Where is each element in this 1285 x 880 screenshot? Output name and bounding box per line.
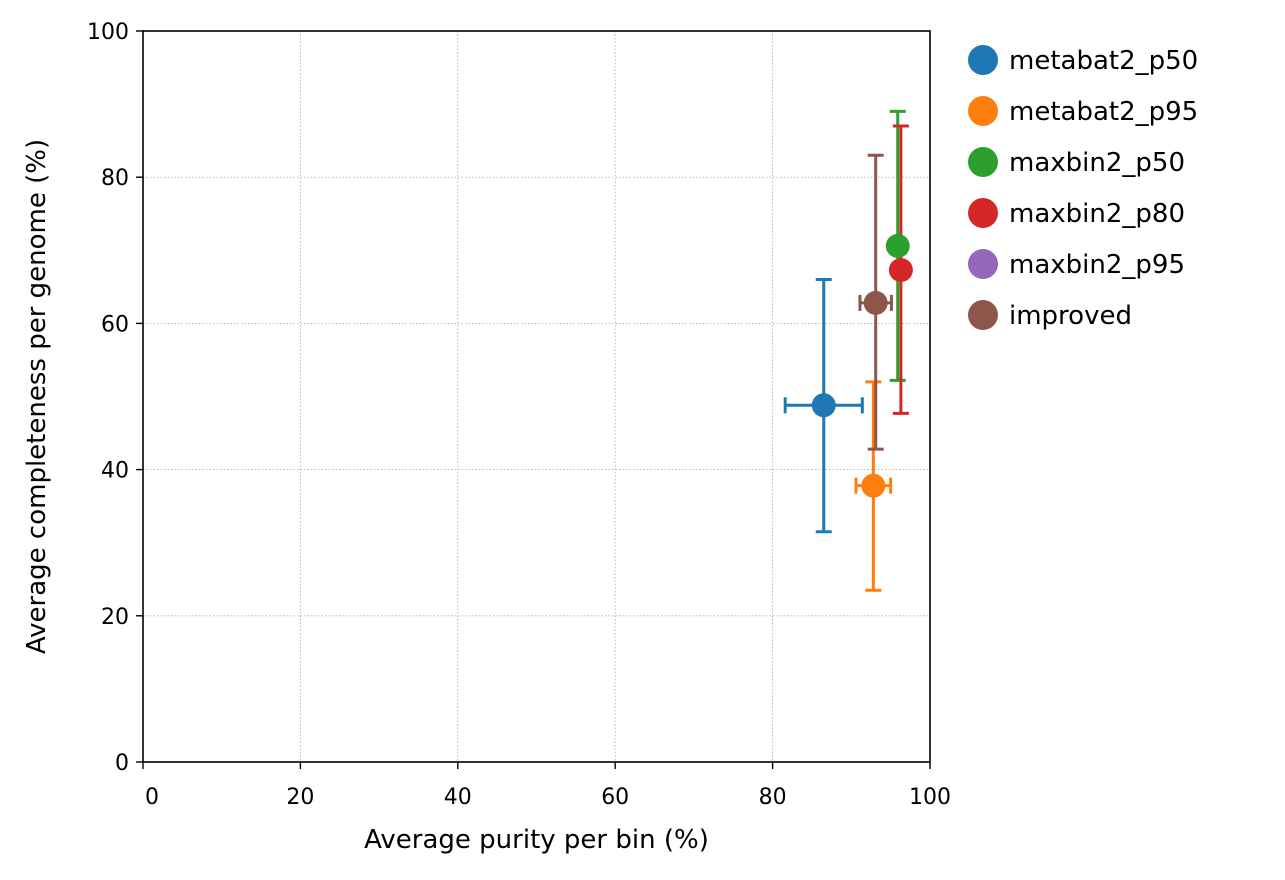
- y-tick-label: 40: [101, 459, 129, 484]
- data-point-metabat2_p50: [811, 393, 836, 418]
- x-tick-label: 80: [759, 785, 787, 810]
- legend-marker: [968, 147, 998, 177]
- legend-marker: [968, 198, 998, 228]
- data-point-maxbin2_p50: [885, 233, 910, 258]
- data-point-maxbin2_p80: [888, 258, 913, 283]
- legend-marker: [968, 300, 998, 330]
- legend-label: improved: [1009, 301, 1132, 331]
- legend-label: maxbin2_p50: [1009, 148, 1185, 178]
- plot-marks: [783, 109, 913, 592]
- legend-label: metabat2_p95: [1009, 97, 1198, 127]
- legend-label: maxbin2_p80: [1009, 199, 1185, 229]
- x-tick-label: 60: [601, 785, 629, 810]
- axis-ticks: 0 20 40 60 80 100 0 20 40 60 80 100: [87, 20, 951, 810]
- grid: [143, 31, 930, 762]
- legend-item-metabat2_p50: metabat2_p50: [968, 45, 1198, 76]
- legend-marker: [968, 249, 998, 279]
- y-tick-label: 0: [115, 751, 129, 776]
- legend: metabat2_p50 metabat2_p95 maxbin2_p50maxbi…: [968, 45, 1198, 331]
- x-tick-label: 40: [444, 785, 472, 810]
- legend-marker: [968, 45, 998, 75]
- legend-item-improved: improved: [968, 300, 1132, 331]
- legend-item-maxbin2_p50: maxbin2_p50: [968, 147, 1185, 178]
- legend-item-maxbin2_p80: maxbin2_p80: [968, 198, 1185, 229]
- plot-frame: [142, 30, 931, 763]
- legend-item-maxbin2_p95: maxbin2_p95: [968, 249, 1185, 280]
- y-tick-label: 80: [101, 166, 129, 191]
- data-point-improved: [863, 290, 888, 315]
- data-point-metabat2_p95: [861, 473, 886, 498]
- y-tick-label: 20: [101, 605, 129, 630]
- legend-marker: [968, 96, 998, 126]
- legend-label: maxbin2_p95: [1009, 250, 1185, 280]
- x-tick-label: 0: [145, 785, 159, 810]
- legend-label: metabat2_p50: [1009, 46, 1198, 76]
- y-tick-label: 60: [101, 312, 129, 337]
- x-axis-label: Average purity per bin (%): [364, 825, 709, 855]
- y-tick-label: 100: [87, 20, 129, 45]
- x-tick-label: 20: [286, 785, 314, 810]
- legend-item-metabat2_p95: metabat2_p95: [968, 96, 1198, 127]
- x-tick-label: 100: [909, 785, 951, 810]
- y-axis-label: Average completeness per genome (%): [22, 139, 52, 654]
